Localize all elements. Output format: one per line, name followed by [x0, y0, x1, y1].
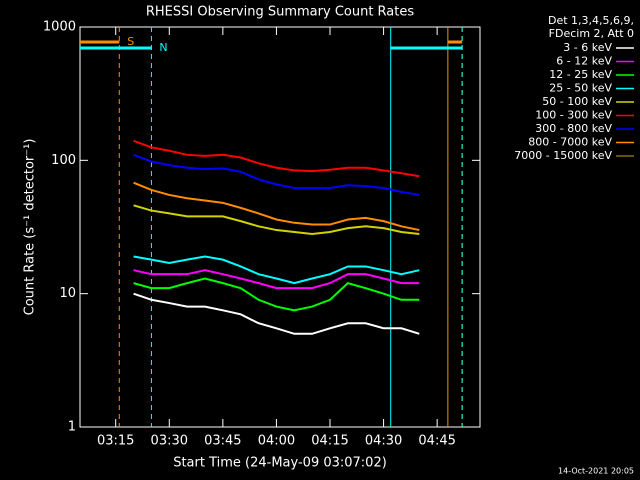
- y-tick-label: 1: [68, 420, 76, 435]
- x-tick-label: 04:00: [258, 434, 295, 449]
- x-tick-label: 04:15: [311, 434, 348, 449]
- series-line: [133, 277, 420, 312]
- chart-title: RHESSI Observing Summary Count Rates: [146, 5, 415, 20]
- x-tick-label: 03:45: [204, 434, 241, 449]
- series-line: [133, 181, 420, 232]
- series-line: [133, 269, 420, 290]
- legend-label: 800 - 7000 keV: [528, 136, 612, 149]
- y-tick-label: 10: [59, 286, 76, 301]
- x-tick-label: 04:45: [418, 434, 455, 449]
- x-axis-label: Start Time (24-May-09 03:07:02): [173, 456, 387, 471]
- y-tick-label: 100: [51, 153, 76, 168]
- x-tick-label: 03:30: [151, 434, 188, 449]
- legend-header: Det 1,3,4,5,6,9,: [548, 14, 634, 27]
- series-line: [133, 204, 420, 236]
- plot-frame: [79, 26, 481, 428]
- legend-label: 7000 - 15000 keV: [514, 149, 612, 162]
- legend-label: 3 - 6 keV: [563, 41, 612, 54]
- legend-header: FDecim 2, Att 0: [549, 27, 634, 40]
- series-line: [133, 255, 420, 285]
- footer: 14-Oct-2021 20:05: [558, 467, 634, 476]
- series-line: [133, 153, 420, 196]
- legend-label: 300 - 800 keV: [535, 122, 612, 135]
- flag-label: S: [127, 35, 134, 48]
- legend-label: 6 - 12 keV: [556, 55, 612, 68]
- x-tick-label: 03:15: [97, 434, 134, 449]
- y-axis-label: Count Rate (s⁻¹ detector⁻¹): [23, 139, 38, 316]
- flag-label: N: [159, 41, 167, 54]
- x-tick-label: 04:30: [365, 434, 402, 449]
- series-line: [133, 292, 420, 335]
- series-line: [133, 139, 420, 178]
- y-tick-label: 1000: [43, 20, 76, 35]
- legend-label: 25 - 50 keV: [549, 82, 612, 95]
- legend-label: 50 - 100 keV: [542, 95, 612, 108]
- legend-label: 12 - 25 keV: [549, 68, 612, 81]
- legend-label: 100 - 300 keV: [535, 109, 612, 122]
